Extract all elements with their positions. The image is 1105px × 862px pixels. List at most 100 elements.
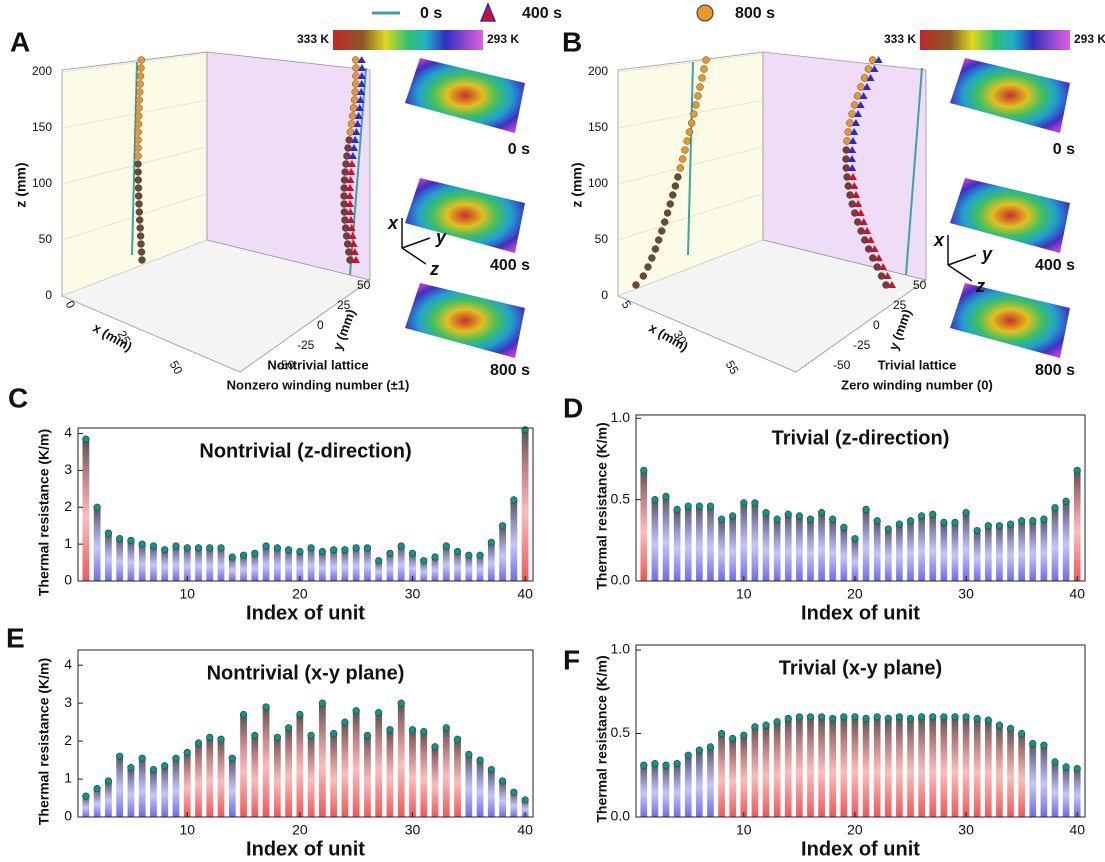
bar-cap: [206, 545, 213, 552]
z-tick-label: 150: [32, 120, 52, 134]
bar: [465, 754, 472, 817]
bar: [499, 526, 506, 581]
bar-cap: [319, 548, 326, 555]
pt: [138, 241, 145, 248]
colorbar-label: 333 K: [297, 32, 329, 46]
bar: [206, 737, 213, 817]
bar-cap: [729, 735, 736, 742]
bar-cap: [763, 509, 770, 516]
bar-cap: [818, 714, 825, 721]
x-tick-label: 10: [736, 822, 752, 838]
bar: [150, 546, 157, 581]
bar-cap: [128, 537, 135, 544]
bar-cap: [896, 714, 903, 721]
pt: [137, 65, 144, 72]
bar: [443, 728, 450, 817]
pt: [136, 97, 143, 104]
bar-cap: [696, 503, 703, 510]
y-axis-label: y (mm): [330, 307, 359, 352]
bar: [1029, 744, 1036, 817]
x-tick-label: 10: [179, 822, 195, 838]
bar-cap: [105, 530, 112, 537]
panel-letter: C: [8, 382, 28, 413]
bar-cap: [128, 764, 135, 771]
pt: [135, 145, 142, 152]
bar-cap: [907, 715, 914, 722]
bar-cap: [774, 516, 781, 523]
pt: [135, 169, 142, 176]
pt: [703, 57, 710, 64]
bar: [161, 550, 168, 581]
pt: [135, 177, 142, 184]
bar-cap: [652, 760, 659, 767]
bar-cap: [94, 504, 101, 511]
bar-cap: [829, 715, 836, 722]
x-tick-label: 40: [1069, 822, 1085, 838]
bar: [139, 758, 146, 817]
bar-cap: [774, 719, 781, 726]
bar-cap: [229, 755, 236, 762]
x-tick-label: 20: [292, 586, 308, 602]
bar: [885, 718, 892, 817]
bar: [274, 548, 281, 581]
bar-cap: [432, 554, 439, 561]
bar-cap: [387, 726, 394, 733]
y-tick-label: 2: [64, 498, 72, 514]
bar: [173, 758, 180, 817]
bar: [488, 542, 495, 581]
bar-cap: [319, 700, 326, 707]
bar: [941, 717, 948, 817]
y-tick-label: 1: [64, 535, 72, 551]
pt: [677, 165, 684, 172]
bar: [696, 506, 703, 581]
legend-dot: [697, 5, 713, 21]
coord-label: z: [429, 259, 439, 279]
x-tick-label: 20: [847, 586, 863, 602]
bar: [718, 519, 725, 581]
bar-cap: [218, 545, 225, 552]
bar-cap: [488, 766, 495, 773]
x-axis-label: x (mm): [90, 320, 134, 354]
bar: [907, 718, 914, 817]
x-tick-label: 20: [292, 822, 308, 838]
bar: [785, 718, 792, 817]
bar-cap: [420, 728, 427, 735]
x-tick-label: 5: [619, 298, 635, 311]
bar: [774, 519, 781, 581]
bar-cap: [1052, 504, 1059, 511]
bar: [785, 514, 792, 581]
bar: [364, 735, 371, 817]
x-tick-label: 0: [63, 298, 79, 311]
bar: [752, 503, 759, 581]
bar: [818, 513, 825, 581]
bar: [1041, 745, 1048, 817]
bar-cap: [353, 545, 360, 552]
x-tick-label: 30: [405, 586, 421, 602]
bar-cap: [707, 503, 714, 510]
bar: [420, 732, 427, 817]
x-tick-label: 10: [179, 586, 195, 602]
pt: [633, 282, 640, 289]
colorbar-label: 333 K: [884, 32, 916, 46]
pt: [681, 147, 688, 154]
coord-label: x: [387, 213, 399, 233]
bar-cap: [161, 762, 168, 769]
bar: [685, 755, 692, 817]
bar: [319, 703, 326, 817]
bar: [240, 715, 247, 817]
bar: [1074, 470, 1081, 581]
bar: [652, 764, 659, 817]
bar: [985, 526, 992, 581]
bar: [807, 717, 814, 817]
bar: [319, 552, 326, 581]
bar: [105, 781, 112, 817]
bar-cap: [1018, 517, 1025, 524]
bar-cap: [375, 557, 382, 564]
pt: [644, 264, 651, 271]
bar-cap: [1063, 498, 1070, 505]
pt: [139, 257, 146, 264]
bar-cap: [342, 546, 349, 553]
y-tick-label: 2: [64, 732, 72, 748]
inset-label: 0 s: [508, 141, 530, 158]
bar-cap: [229, 554, 236, 561]
